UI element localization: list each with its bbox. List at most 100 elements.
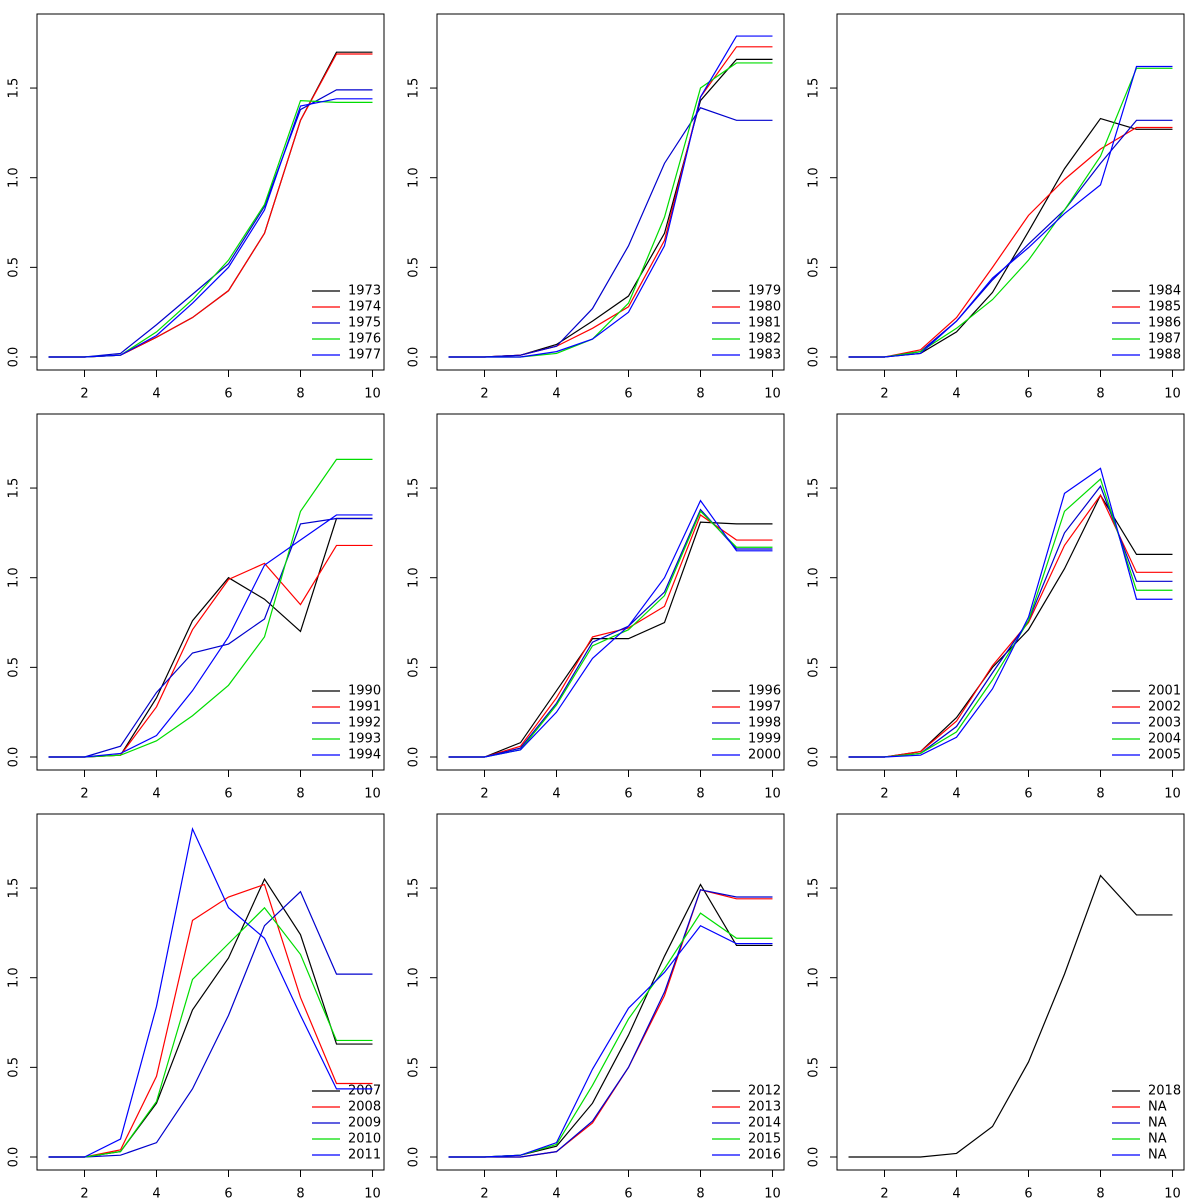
y-tick-label: 0.5 (7, 1057, 22, 1078)
x-tick-label: 2 (80, 387, 88, 402)
legend-label: 1996 (748, 684, 781, 699)
x-tick-label: 2 (880, 1187, 888, 1200)
legend-label: 2000 (748, 748, 781, 763)
legend-label: 1998 (748, 716, 781, 731)
x-tick-label: 2 (480, 787, 488, 802)
y-tick-label: 1.5 (407, 878, 422, 899)
x-tick-label: 2 (80, 787, 88, 802)
plot-frame (436, 13, 785, 371)
series-line (448, 889, 773, 1158)
x-tick-label: 8 (1096, 787, 1104, 802)
x-tick-label: 10 (1164, 387, 1181, 402)
legend-label: 2005 (1148, 748, 1181, 763)
y-tick-label: 0.5 (407, 257, 422, 278)
series-line (448, 62, 773, 358)
y-tick-label: 1.5 (7, 78, 22, 99)
x-tick-label: 4 (952, 787, 960, 802)
legend-label: NA (1148, 1148, 1167, 1163)
y-tick-label: 0.0 (407, 347, 422, 368)
x-tick-label: 4 (552, 787, 560, 802)
y-tick-label: 1.0 (407, 567, 422, 588)
x-tick-label: 2 (480, 1187, 488, 1200)
x-tick-label: 4 (152, 1187, 160, 1200)
legend-label: 2015 (748, 1132, 781, 1147)
y-tick-label: 1.5 (807, 878, 822, 899)
legend-label: 2013 (748, 1100, 781, 1115)
y-tick-label: 0.0 (807, 347, 822, 368)
series-line (48, 883, 373, 1158)
x-tick-label: 8 (696, 787, 704, 802)
x-tick-label: 10 (364, 787, 381, 802)
y-tick-label: 0.0 (807, 747, 822, 768)
x-tick-label: 8 (296, 787, 304, 802)
legend-label: 1982 (748, 332, 781, 347)
series-line (48, 877, 373, 1158)
x-tick-label: 10 (764, 1187, 781, 1200)
x-tick-label: 2 (880, 387, 888, 402)
x-tick-label: 8 (296, 387, 304, 402)
legend-label: 2016 (748, 1148, 781, 1163)
plot-frame (836, 813, 1185, 1171)
x-tick-label: 10 (764, 387, 781, 402)
series-line (448, 107, 773, 358)
plot-frame (836, 13, 1185, 371)
x-tick-label: 4 (952, 387, 960, 402)
x-tick-label: 6 (1024, 1187, 1032, 1200)
series-line (48, 544, 373, 758)
legend-label: 1985 (1148, 300, 1181, 315)
x-tick-label: 8 (296, 1187, 304, 1200)
series-line (448, 514, 773, 758)
legend-label: NA (1148, 1132, 1167, 1147)
series-line (848, 478, 1173, 758)
y-tick-label: 1.0 (7, 567, 22, 588)
series-line (848, 126, 1173, 358)
legend-label: 1981 (748, 316, 781, 331)
legend-label: 1979 (748, 284, 781, 299)
series-line (48, 517, 373, 758)
y-tick-label: 0.0 (407, 747, 422, 768)
x-tick-label: 6 (1024, 387, 1032, 402)
legend-label: 1997 (748, 700, 781, 715)
x-tick-label: 2 (80, 1187, 88, 1200)
series-line (848, 117, 1173, 358)
series-line (848, 67, 1173, 358)
x-tick-label: 8 (1096, 1187, 1104, 1200)
y-tick-label: 1.5 (7, 878, 22, 899)
legend-label: 2004 (1148, 732, 1181, 747)
y-tick-label: 1.5 (7, 478, 22, 499)
legend-label: 2018 (1148, 1084, 1181, 1099)
x-tick-label: 10 (364, 1187, 381, 1200)
legend-label: 2012 (748, 1084, 781, 1099)
series-line (448, 521, 773, 758)
legend-label: 1976 (348, 332, 381, 347)
legend-label: 1986 (1148, 316, 1181, 331)
legend-label: 1999 (748, 732, 781, 747)
y-tick-label: 0.0 (407, 1147, 422, 1168)
y-tick-label: 0.0 (807, 1147, 822, 1168)
y-tick-label: 1.0 (807, 967, 822, 988)
x-tick-label: 6 (624, 787, 632, 802)
series-line (448, 883, 773, 1158)
legend-label: 2014 (748, 1116, 781, 1131)
legend-label: 1990 (348, 684, 381, 699)
plot-frame (36, 813, 385, 1171)
series-line (48, 98, 373, 358)
x-tick-label: 2 (480, 387, 488, 402)
series-line (848, 493, 1173, 758)
x-tick-label: 4 (552, 1187, 560, 1200)
series-line (448, 35, 773, 358)
series-line (48, 514, 373, 758)
y-tick-label: 1.5 (407, 78, 422, 99)
series-line (48, 517, 373, 758)
series-line (448, 508, 773, 758)
y-tick-label: 0.5 (7, 257, 22, 278)
x-tick-label: 8 (696, 1187, 704, 1200)
series-line (48, 53, 373, 358)
legend-label: 1993 (348, 732, 381, 747)
legend-label: 1992 (348, 716, 381, 731)
